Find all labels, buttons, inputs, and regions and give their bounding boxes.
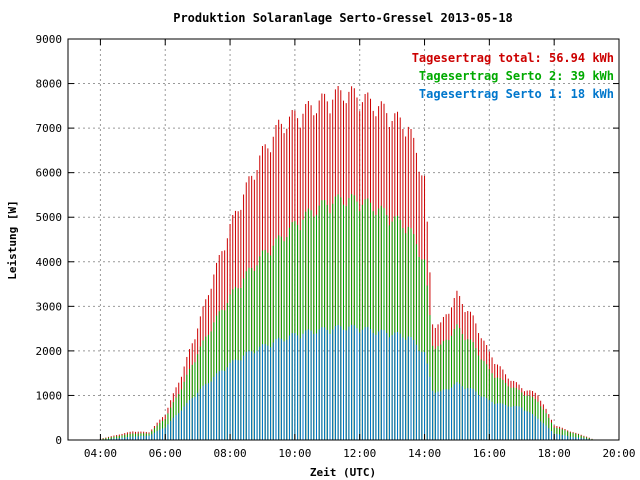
y-tick-label: 4000	[36, 256, 63, 269]
x-tick-label: 10:00	[278, 447, 311, 460]
x-tick-label: 06:00	[149, 447, 182, 460]
x-tick-label: 14:00	[408, 447, 441, 460]
bars	[99, 85, 593, 440]
y-tick-label: 0	[55, 434, 62, 447]
y-tick-label: 1000	[36, 389, 63, 402]
x-tick-label: 12:00	[343, 447, 376, 460]
y-tick-label: 2000	[36, 345, 63, 358]
y-tick-label: 9000	[36, 33, 63, 46]
chart-title: Produktion Solaranlage Serto-Gressel 201…	[173, 11, 513, 25]
y-tick-label: 5000	[36, 211, 63, 224]
y-tick-label: 3000	[36, 300, 63, 313]
y-tick-label: 7000	[36, 122, 63, 135]
legend: Tagesertrag total: 56.94 kWh Tagesertrag…	[412, 51, 614, 101]
y-tick-label: 6000	[36, 167, 63, 180]
x-tick-label: 16:00	[473, 447, 506, 460]
legend-serto-1: Tagesertrag Serto 1: 18 kWh	[419, 87, 614, 101]
y-tick-label: 8000	[36, 78, 63, 91]
x-tick-label: 20:00	[602, 447, 635, 460]
x-axis-title: Zeit (UTC)	[310, 466, 376, 479]
y-axis-title: Leistung [W]	[6, 200, 19, 279]
plot-frame	[67, 38, 620, 441]
axis-ticks: 04:00 06:00 08:00 10:00 12:00 14:00 16:00 18:00…	[36, 33, 636, 460]
legend-serto-2: Tagesertrag Serto 2: 39 kWh	[419, 69, 614, 83]
x-tick-label: 08:00	[213, 447, 246, 460]
legend-total: Tagesertrag total: 56.94 kWh	[412, 51, 614, 65]
x-tick-label: 04:00	[84, 447, 117, 460]
x-tick-label: 18:00	[538, 447, 571, 460]
